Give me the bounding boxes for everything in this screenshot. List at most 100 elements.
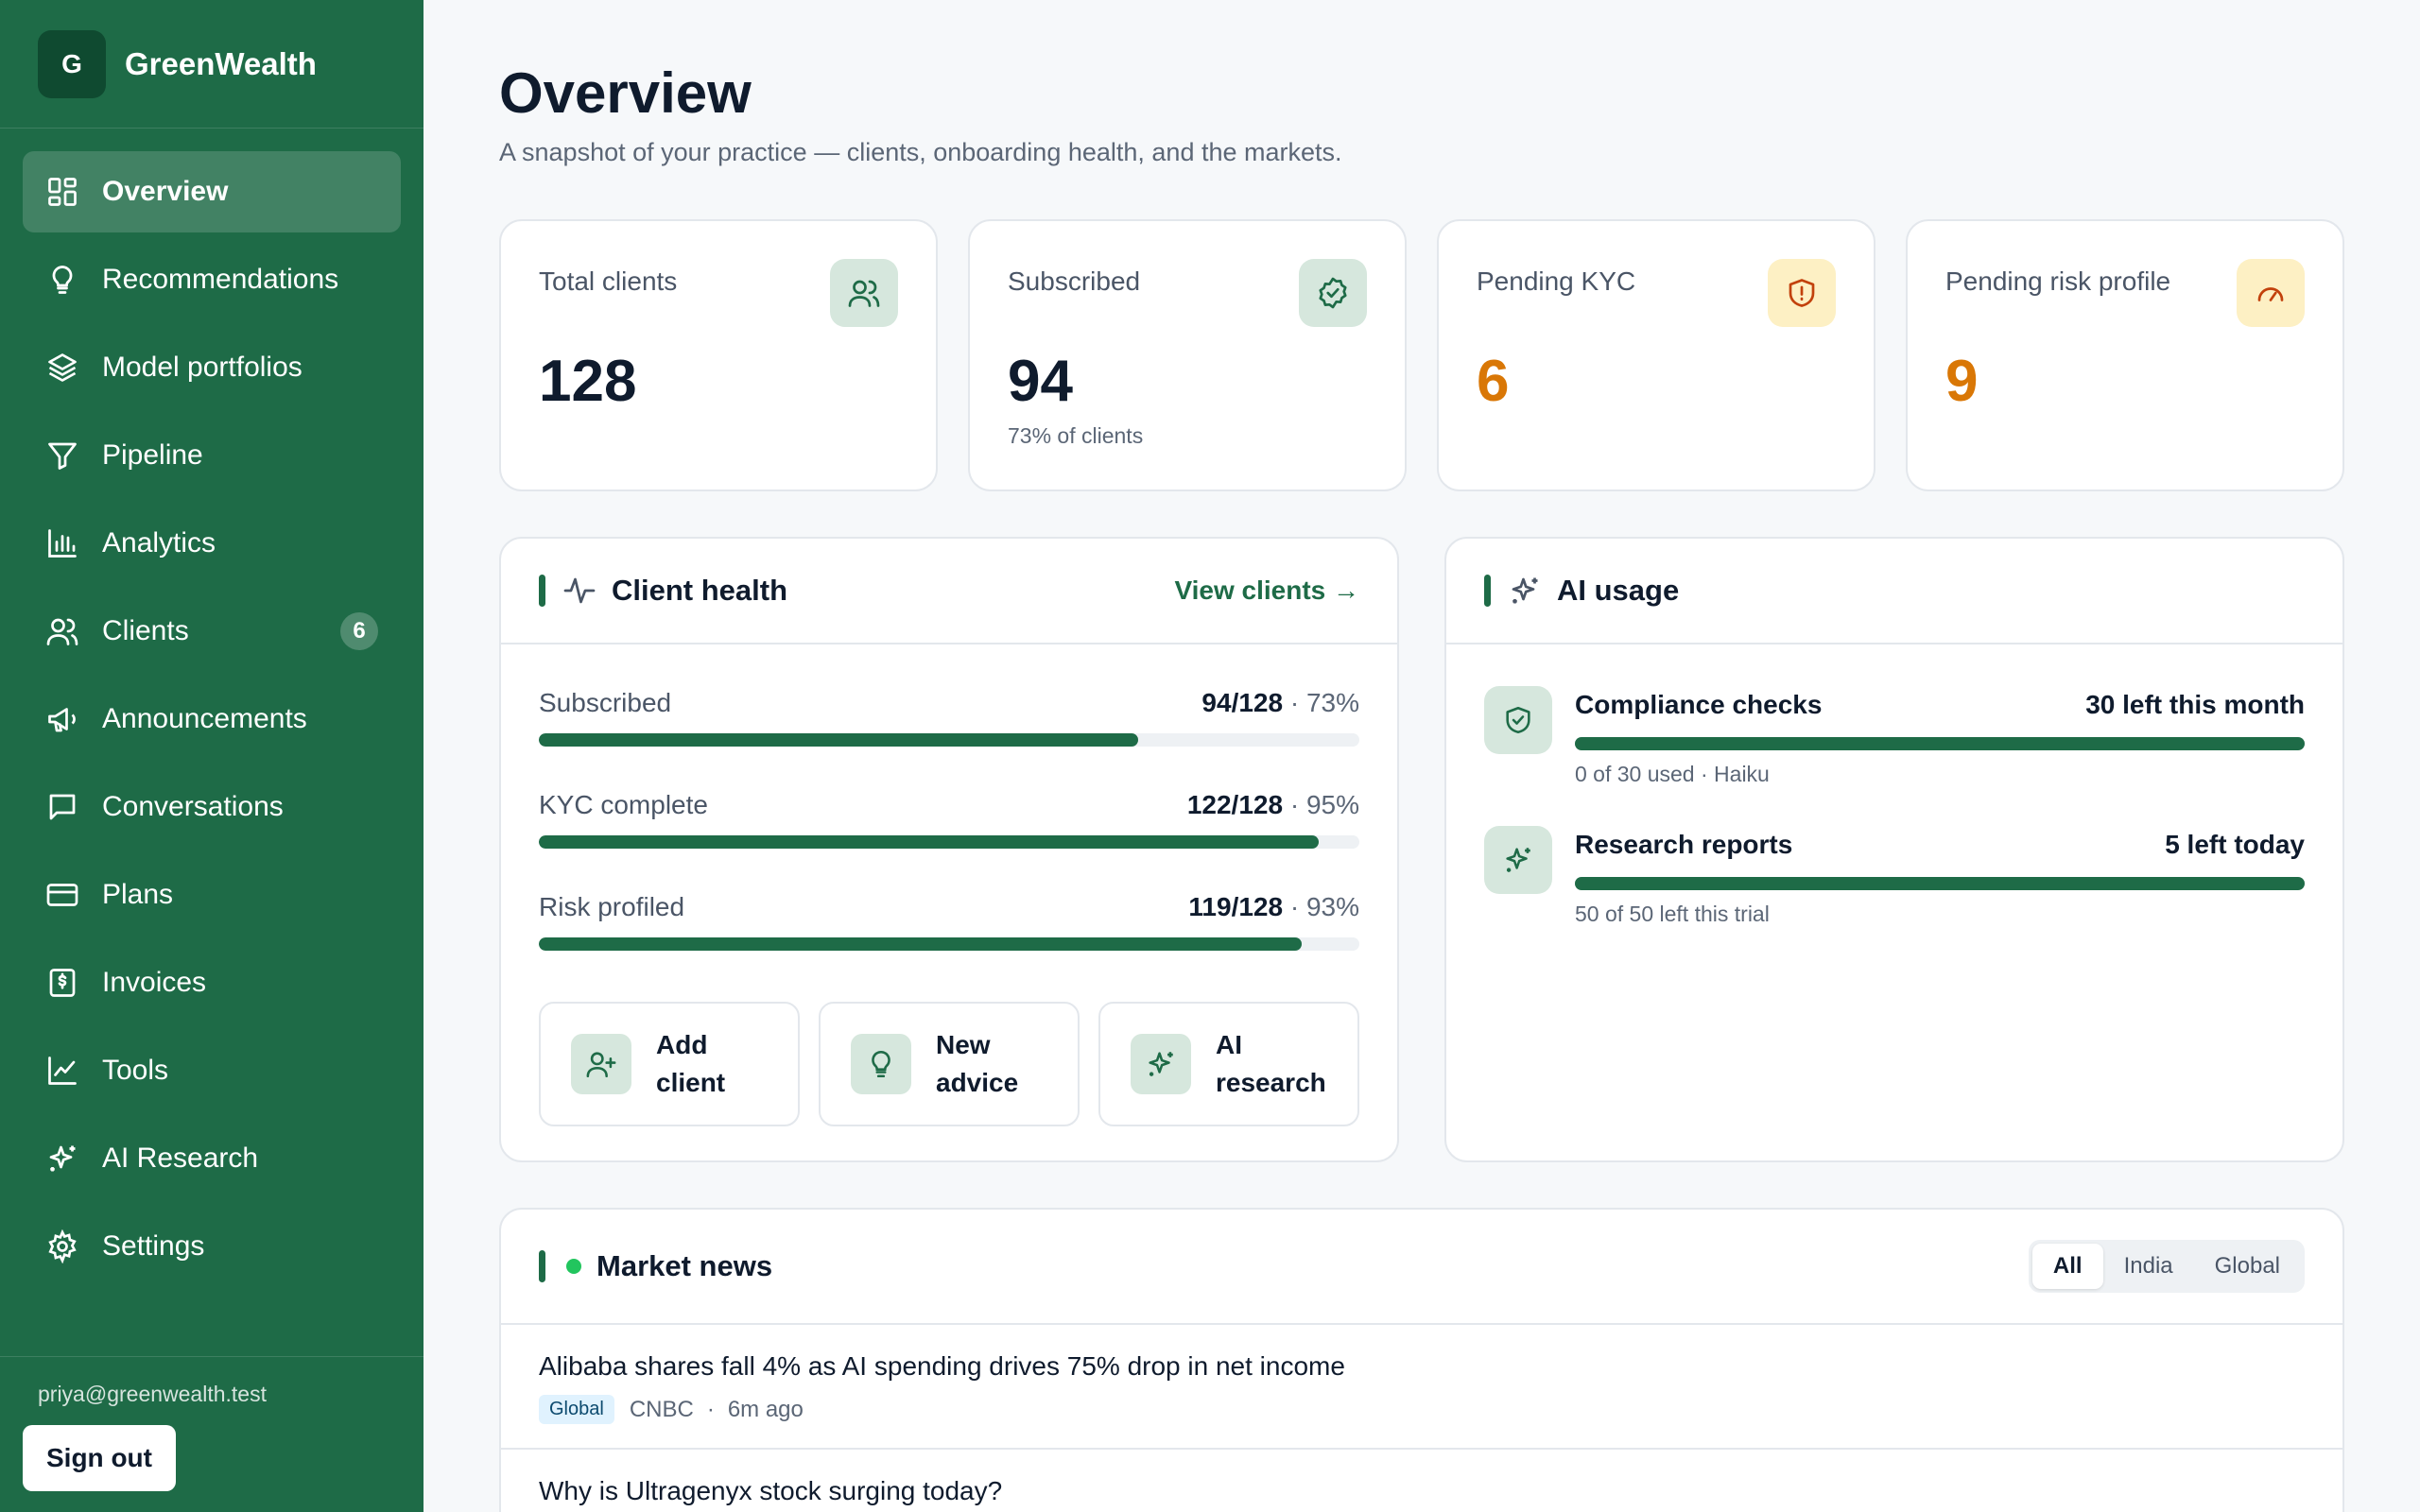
metric-label: Subscribed <box>539 688 672 717</box>
sidebar-item-label: Plans <box>102 879 174 910</box>
ai-usage-icon <box>1484 686 1552 754</box>
sidebar-item-conversations[interactable]: Conversations <box>23 766 401 848</box>
ai-usage-name: Compliance checks <box>1575 690 1823 719</box>
sidebar-item-recommendations[interactable]: Recommendations <box>23 239 401 320</box>
megaphone-icon <box>48 708 76 732</box>
sidebar-item-overview[interactable]: Overview <box>23 151 401 232</box>
news-title[interactable]: Why is Ultragenyx stock surging today? <box>539 1476 1003 1505</box>
stat-label: Subscribed <box>1008 266 1141 296</box>
action-label: New advice <box>936 1030 1019 1097</box>
progress-fill <box>539 733 1138 747</box>
news-item[interactable]: Why is Ultragenyx stock surging today? <box>501 1450 2342 1512</box>
sidebar-nav: Overview Recommendations Model portfolio… <box>23 151 401 1294</box>
sidebar-item-clients[interactable]: Clients 6 <box>23 591 401 672</box>
users-icon <box>848 280 880 307</box>
ai-usage-name: Research reports <box>1575 830 1793 859</box>
market-news-panel: Market news All India Global Alibaba sha… <box>499 1208 2344 1512</box>
sidebar-item-label: Analytics <box>102 527 216 558</box>
metric-label: KYC complete <box>539 790 708 819</box>
sidebar-item-label: Settings <box>102 1230 205 1262</box>
stat-value: 6 <box>1477 349 1510 414</box>
sidebar-item-invoices[interactable]: Invoices <box>23 942 401 1023</box>
sidebar-item-pipeline[interactable]: Pipeline <box>23 415 401 496</box>
sparkles-icon <box>1512 577 1538 604</box>
progress-fill <box>539 835 1319 849</box>
panel-title: Market news <box>596 1249 773 1282</box>
filter-india[interactable]: India <box>2123 1253 2173 1279</box>
stat-value: 128 <box>539 349 637 414</box>
clients-count-badge: 6 <box>340 612 378 650</box>
new-advice-button[interactable]: New advice <box>819 1002 1080 1126</box>
ai-usage-note: 0 of 30 used · Haiku <box>1575 762 1770 786</box>
sidebar-item-plans[interactable]: Plans <box>23 854 401 936</box>
bar-chart-icon <box>48 529 77 558</box>
sparkles-icon <box>1149 1052 1173 1076</box>
sidebar-item-label: Model portfolios <box>102 352 302 383</box>
sidebar-item-label: Pipeline <box>102 439 203 471</box>
progress-track <box>539 835 1359 849</box>
gauge-icon <box>2257 287 2284 301</box>
stat-icon <box>830 259 898 327</box>
accent-bar <box>539 575 545 607</box>
ai-usage-research-reports: Research reports 5 left today 50 of 50 l… <box>1484 826 2305 939</box>
metric-subscribed: Subscribed 94/128 · 73% <box>539 688 1359 754</box>
sidebar-item-label: Invoices <box>102 967 207 998</box>
stat-card-pending-kyc: Pending KYC 6 <box>1437 219 1876 491</box>
panel-header: Client health View clients → <box>501 539 1397 644</box>
add-client-button[interactable]: Add client <box>539 1002 800 1126</box>
sidebar-item-label: AI Research <box>102 1143 259 1174</box>
brand[interactable]: G GreenWealth <box>0 0 424 129</box>
sidebar-footer: priya@greenwealth.test Sign out <box>0 1356 424 1512</box>
sidebar-item-ai-research[interactable]: AI Research <box>23 1118 401 1199</box>
ai-research-button[interactable]: AI research <box>1098 1002 1359 1126</box>
dashboard-icon <box>48 178 77 206</box>
metric-value: 119/128 · 93% <box>1188 892 1359 922</box>
action-icon <box>851 1034 911 1094</box>
badge-check-icon <box>1319 277 1347 309</box>
line-chart-icon <box>48 1057 77 1085</box>
view-clients-link[interactable]: View clients → <box>1174 576 1359 605</box>
progress-track <box>539 937 1359 951</box>
metric-count: 122/128 <box>1186 790 1284 819</box>
sidebar-item-settings[interactable]: Settings <box>23 1206 401 1287</box>
ai-usage-remaining: 30 left this month <box>2085 690 2305 719</box>
sidebar-item-model-portfolios[interactable]: Model portfolios <box>23 327 401 408</box>
metric-percent: · 93% <box>1289 892 1359 921</box>
client-health-panel: Client health View clients → Subscribed … <box>499 537 1399 1162</box>
filter-all[interactable]: All <box>2031 1244 2103 1289</box>
metric-percent: · 95% <box>1289 790 1359 819</box>
news-title[interactable]: Alibaba shares fall 4% as AI spending dr… <box>539 1351 1345 1381</box>
live-dot-icon <box>566 1259 581 1274</box>
stat-card-pending-risk-profile: Pending risk profile 9 <box>1906 219 2344 491</box>
gear-icon <box>48 1229 77 1263</box>
stat-label: Pending KYC <box>1477 266 1636 296</box>
page-subtitle: A snapshot of your practice — clients, o… <box>499 138 1342 166</box>
filter-global[interactable]: Global <box>2214 1253 2280 1279</box>
ai-usage-panel: AI usage Compliance checks 30 left this … <box>1444 537 2344 1162</box>
sidebar-item-tools[interactable]: Tools <box>23 1030 401 1111</box>
shield-check-icon <box>1506 706 1530 734</box>
ai-usage-compliance-checks: Compliance checks 30 left this month 0 o… <box>1484 686 2305 799</box>
panel-header: Market news All India Global <box>501 1210 2342 1325</box>
sidebar-item-label: Tools <box>102 1055 169 1086</box>
stat-icon <box>1768 259 1836 327</box>
stat-note: 73% of clients <box>1008 423 1144 448</box>
credit-card-icon <box>46 884 78 906</box>
sidebar-item-analytics[interactable]: Analytics <box>23 503 401 584</box>
metric-count: 119/128 <box>1188 892 1284 921</box>
lightbulb-icon <box>872 1050 890 1078</box>
sidebar: G GreenWealth Overview Recommendations M… <box>0 0 424 1512</box>
stat-value: 94 <box>1008 349 1073 414</box>
sidebar-item-announcements[interactable]: Announcements <box>23 679 401 760</box>
stat-icon <box>1299 259 1367 327</box>
meta-separator: · <box>706 1396 715 1422</box>
news-source: CNBC <box>629 1396 694 1422</box>
news-region-tag: Global <box>539 1395 614 1424</box>
news-item[interactable]: Alibaba shares fall 4% as AI spending dr… <box>501 1325 2342 1450</box>
news-filter: All India Global <box>2028 1240 2305 1293</box>
ai-usage-bar <box>1575 737 2305 750</box>
sidebar-item-label: Overview <box>102 176 229 207</box>
action-icon <box>571 1034 631 1094</box>
action-icon <box>1131 1034 1191 1094</box>
sign-out-button[interactable]: Sign out <box>23 1425 176 1491</box>
